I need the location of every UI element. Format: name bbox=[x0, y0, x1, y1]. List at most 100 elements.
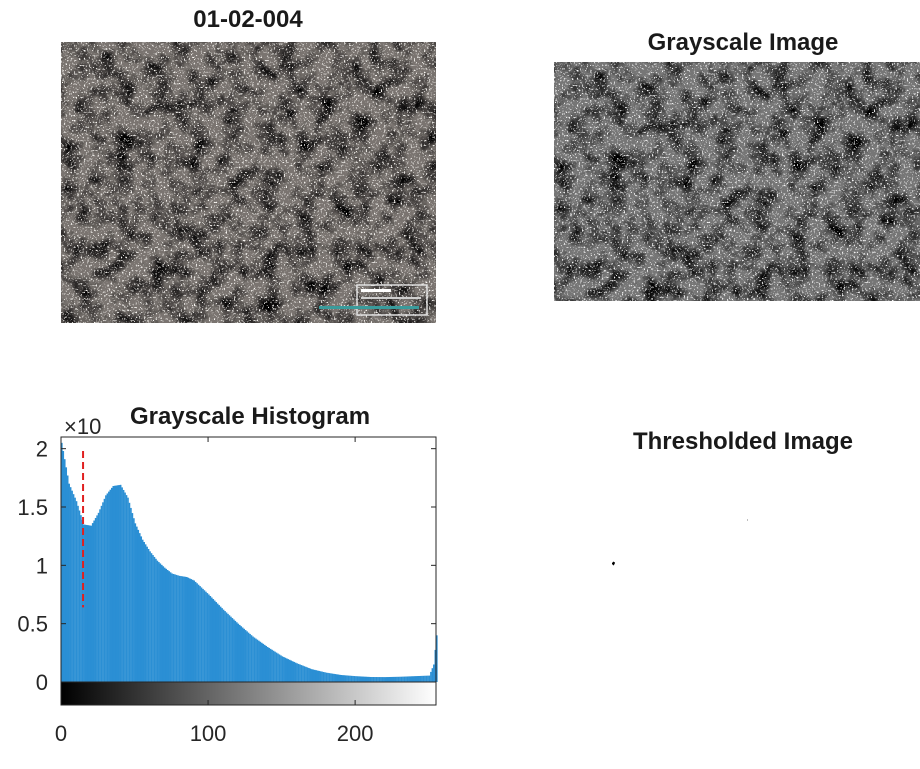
histogram-bar bbox=[233, 619, 235, 682]
histogram-bar bbox=[363, 676, 366, 682]
histogram-bar bbox=[128, 502, 131, 682]
histogram-bar bbox=[355, 676, 357, 682]
histogram-bar bbox=[299, 664, 301, 682]
original-image bbox=[61, 42, 436, 323]
histogram-bar bbox=[188, 578, 191, 682]
histogram-bar bbox=[349, 675, 351, 682]
histogram-bar bbox=[155, 558, 157, 682]
histogram-bar bbox=[287, 659, 290, 682]
histogram-bar bbox=[144, 544, 147, 682]
histogram-bar bbox=[268, 647, 270, 682]
histogram-bar bbox=[228, 615, 231, 682]
histogram-bar bbox=[291, 661, 294, 682]
histogram-bar bbox=[247, 632, 250, 682]
y-tick-label: 0.5 bbox=[17, 612, 48, 637]
histogram-bar bbox=[397, 676, 400, 682]
histogram-bar bbox=[162, 566, 165, 682]
histogram-bar bbox=[433, 664, 435, 682]
histogram-bar bbox=[138, 533, 141, 682]
histogram-bar bbox=[350, 675, 353, 682]
histogram-bar bbox=[93, 520, 95, 682]
histogram-bar bbox=[230, 616, 232, 682]
histogram-bar bbox=[72, 494, 75, 682]
histogram-bar bbox=[86, 524, 88, 682]
histogram-bar bbox=[309, 668, 312, 682]
histogram-bar bbox=[388, 676, 391, 682]
histogram-bar bbox=[346, 675, 348, 682]
histogram-bar bbox=[158, 562, 160, 682]
histogram-bar bbox=[134, 523, 137, 682]
histogram-bar bbox=[365, 676, 368, 682]
histogram-bar bbox=[424, 675, 426, 682]
histogram-bar bbox=[206, 593, 209, 682]
histogram-bar bbox=[313, 669, 316, 682]
histogram-bar bbox=[150, 553, 153, 682]
histogram-bar bbox=[146, 546, 148, 682]
histogram-bar bbox=[78, 510, 81, 682]
histogram-bar bbox=[84, 524, 87, 682]
histogram-bar bbox=[262, 643, 265, 682]
histogram-bar bbox=[294, 662, 297, 682]
histogram-bar bbox=[241, 627, 244, 682]
histogram-bar bbox=[408, 676, 410, 682]
y-tick-label: 1 bbox=[36, 553, 48, 578]
histogram-bar bbox=[316, 670, 319, 682]
histogram-bar bbox=[330, 673, 332, 682]
histogram-bar bbox=[272, 650, 275, 682]
histogram-bar bbox=[219, 606, 222, 682]
histogram-bar bbox=[400, 676, 403, 682]
histogram-bar bbox=[321, 671, 323, 682]
histogram-bar bbox=[149, 551, 151, 682]
histogram-bar bbox=[215, 602, 218, 682]
histogram-bar bbox=[236, 622, 238, 682]
histogram-bar bbox=[172, 573, 175, 682]
histogram-bar bbox=[343, 675, 345, 682]
histogram-bar bbox=[250, 635, 253, 682]
histogram-bar bbox=[216, 603, 219, 682]
histogram-bar bbox=[196, 583, 198, 682]
histogram-bar bbox=[318, 670, 320, 682]
histogram-bar bbox=[208, 594, 210, 682]
histogram-bar bbox=[168, 571, 170, 682]
histogram-bar bbox=[302, 665, 304, 682]
histogram-bar bbox=[290, 660, 293, 682]
histogram-bar bbox=[96, 515, 98, 682]
histogram-bar bbox=[266, 647, 269, 682]
histogram-bar bbox=[430, 671, 432, 682]
histogram-bar bbox=[402, 676, 404, 682]
histogram-bar bbox=[308, 668, 310, 682]
histogram-bar bbox=[125, 495, 128, 682]
histogram-bar bbox=[91, 523, 94, 682]
y-tick-label: 2 bbox=[36, 437, 48, 462]
histogram-bar bbox=[415, 676, 418, 682]
y-exponent-label: ×10 bbox=[64, 414, 102, 439]
histogram-bar bbox=[311, 669, 313, 682]
histogram-bar bbox=[315, 670, 318, 682]
histogram-bar bbox=[383, 677, 385, 682]
histogram-bar bbox=[163, 567, 166, 682]
x-tick-label: 200 bbox=[337, 721, 374, 746]
histogram-bar bbox=[131, 513, 134, 682]
histogram-bar bbox=[358, 676, 360, 682]
histogram-bar bbox=[325, 672, 328, 682]
original-image-texture bbox=[61, 42, 436, 323]
histogram-bar bbox=[119, 484, 122, 682]
histogram-bar bbox=[249, 633, 251, 682]
histogram-bar bbox=[65, 467, 68, 682]
histogram-bar bbox=[269, 648, 272, 682]
histogram-bar bbox=[199, 586, 201, 682]
histogram-bar bbox=[62, 451, 65, 682]
histogram-bar bbox=[121, 487, 123, 682]
histogram-bar bbox=[344, 675, 347, 682]
histogram-bar bbox=[187, 577, 190, 682]
histogram-bar bbox=[293, 661, 295, 682]
histogram-bar bbox=[338, 674, 341, 682]
histogram-bar bbox=[222, 609, 225, 682]
histogram-bar bbox=[66, 475, 69, 682]
histogram-bar bbox=[337, 674, 340, 682]
histogram-bar bbox=[386, 677, 388, 682]
histogram-bar bbox=[74, 497, 76, 682]
histogram-bar bbox=[184, 576, 187, 682]
histogram-bar bbox=[371, 676, 373, 682]
histogram-bar bbox=[312, 669, 315, 682]
